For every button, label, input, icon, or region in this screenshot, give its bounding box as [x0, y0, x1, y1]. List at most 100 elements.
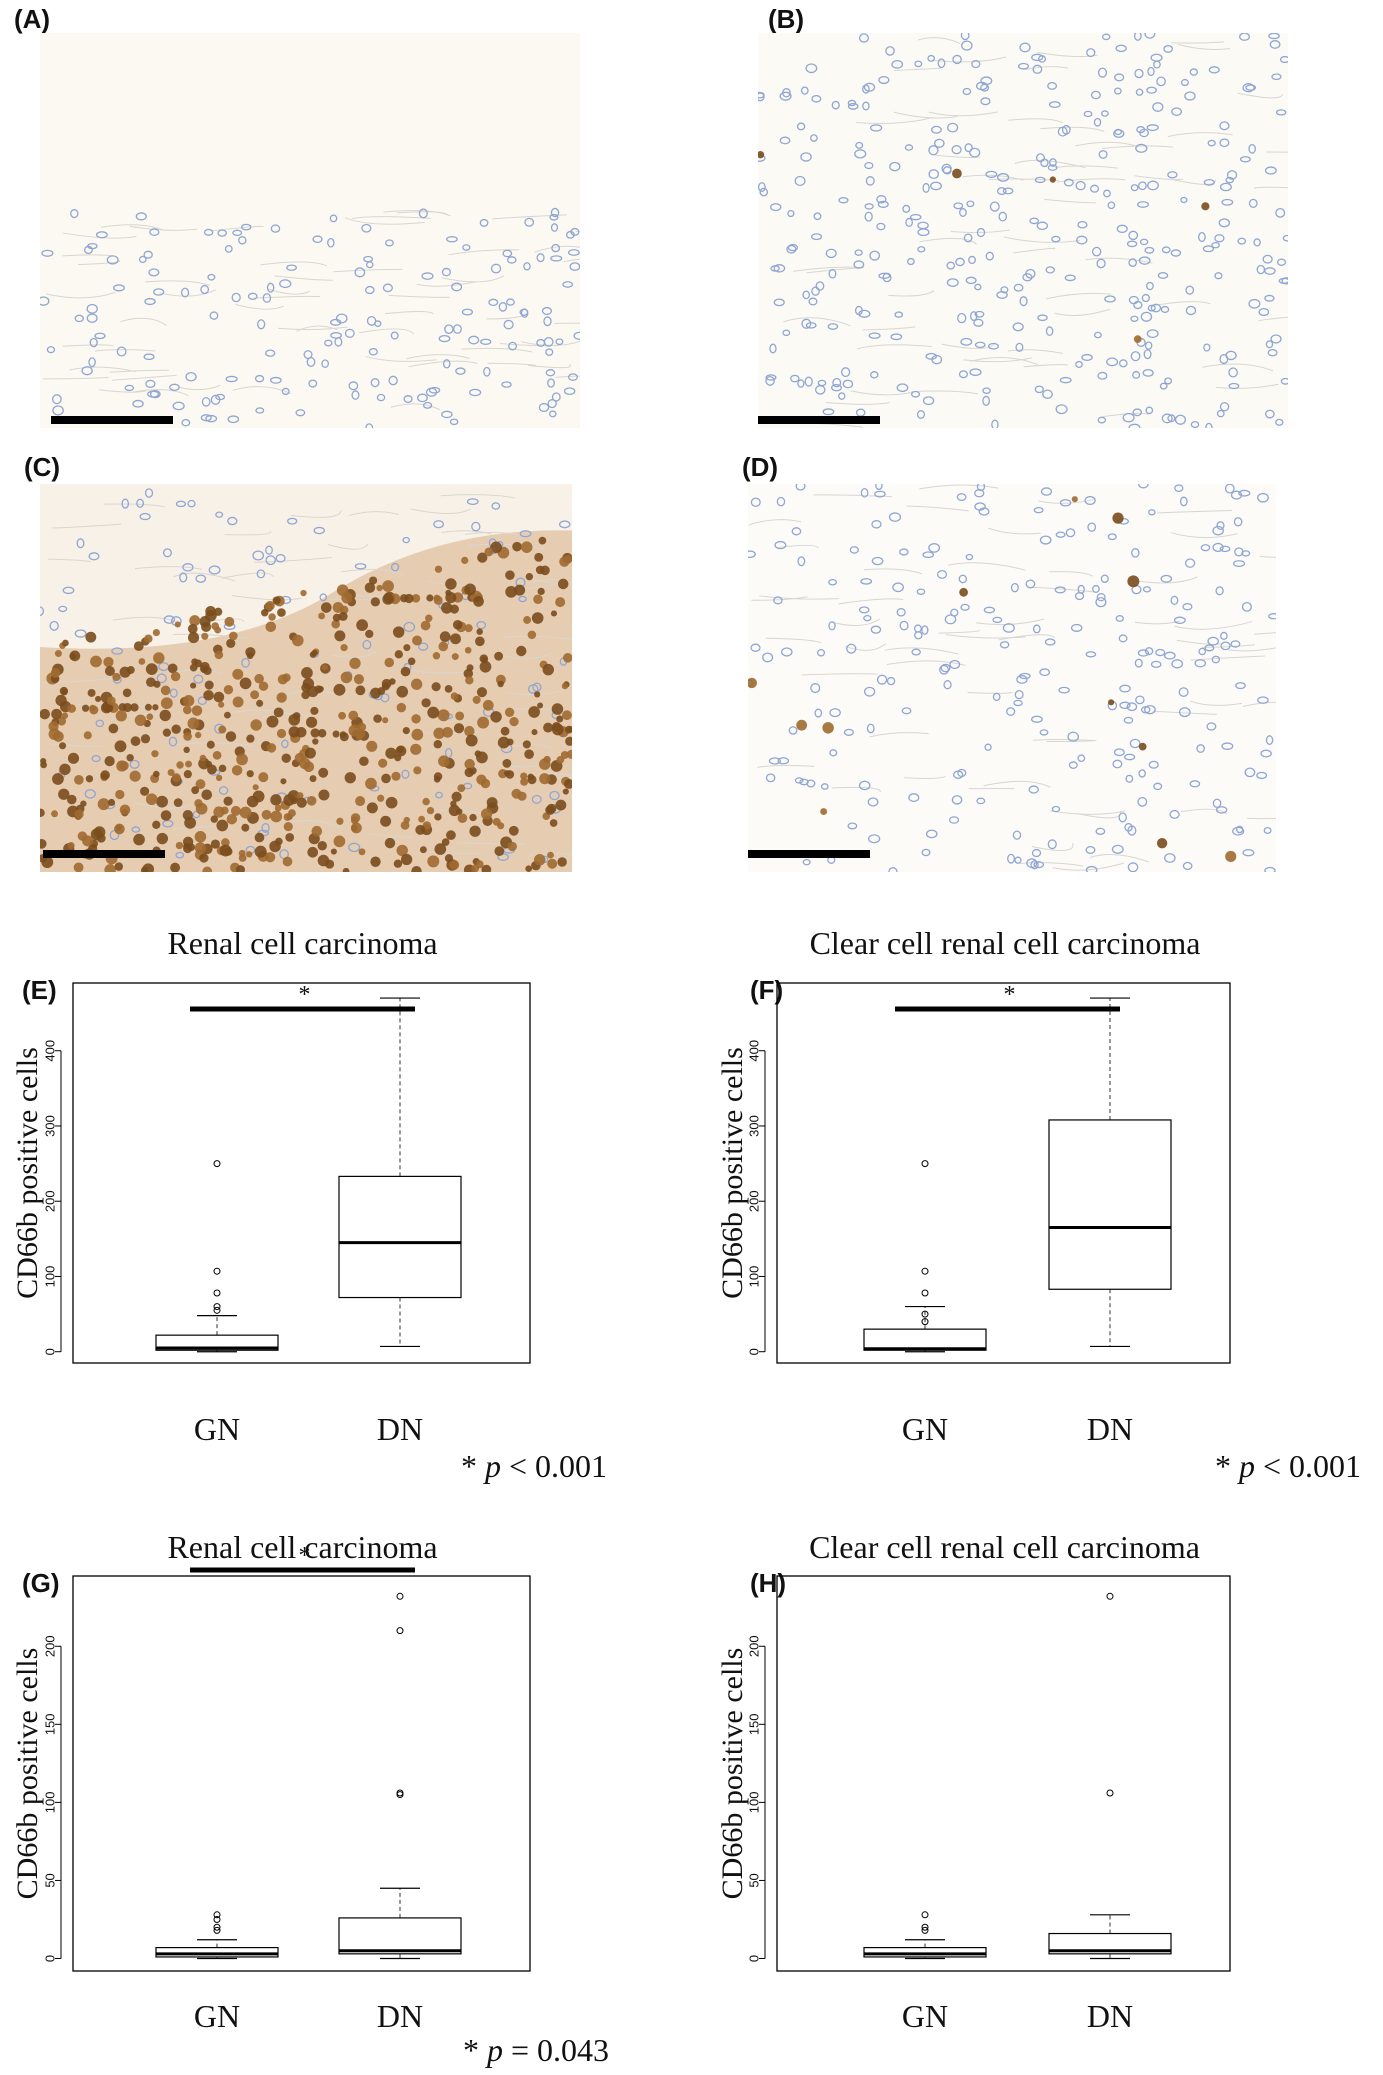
outlier-point — [213, 1303, 221, 1311]
outlier-point — [213, 1915, 221, 1923]
plot-frame — [72, 982, 531, 1364]
box-iqr — [863, 1946, 987, 1958]
x-category-label: DN — [1087, 1998, 1133, 2034]
box-iqr — [155, 1946, 279, 1958]
box-iqr — [338, 1175, 462, 1299]
y-axis-label: CD66b positive cells — [716, 1047, 749, 1299]
box-iqr — [155, 1334, 279, 1351]
outlier-point — [921, 1911, 929, 1919]
box-gn — [155, 1160, 279, 1353]
outlier-point — [921, 1160, 929, 1168]
outlier-point — [396, 1627, 404, 1635]
outlier-point — [213, 1160, 221, 1168]
scale-bar-d — [748, 850, 870, 858]
scale-bar-b — [758, 416, 880, 424]
box-iqr — [1048, 1932, 1172, 1955]
x-category-label: GN — [902, 1411, 948, 1447]
panel-label-d: (D) — [742, 452, 779, 482]
p-value-g: * p = 0.043 — [463, 2032, 610, 2068]
x-category-label: DN — [377, 1998, 423, 2034]
y-tick-label: 0 — [746, 1955, 761, 1962]
box-dn — [1048, 1592, 1172, 1960]
chart-title-g: Renal cell carcinoma — [167, 1529, 438, 1565]
outlier-point — [921, 1318, 929, 1326]
chart-title-h: Clear cell renal cell carcinoma — [809, 1529, 1200, 1565]
y-tick-label: 100 — [42, 1792, 57, 1814]
panel-label-h: (H) — [750, 1568, 787, 1598]
y-tick-label: 400 — [746, 1040, 761, 1062]
scale-bar-a — [51, 416, 173, 424]
box-dn — [338, 997, 462, 1348]
panel-label-f: (F) — [750, 975, 784, 1005]
x-category-label: GN — [902, 1998, 948, 2034]
panel-label-b: (B) — [768, 4, 805, 34]
outlier-point — [213, 1267, 221, 1275]
plot-frame — [776, 1575, 1231, 1972]
outlier-point — [921, 1267, 929, 1275]
outlier-point — [396, 1592, 404, 1600]
y-tick-label: 0 — [42, 1955, 57, 1962]
y-axis-label: CD66b positive cells — [11, 1648, 44, 1900]
y-tick-label: 300 — [42, 1115, 57, 1137]
box-iqr — [863, 1328, 987, 1351]
y-tick-label: 200 — [42, 1635, 57, 1657]
y-tick-label: 0 — [42, 1348, 57, 1355]
significance-star: * — [299, 982, 311, 1008]
chart-title-e: Renal cell carcinoma — [167, 925, 438, 961]
plot-frame — [776, 982, 1231, 1364]
y-axis-label: CD66b positive cells — [11, 1047, 44, 1299]
panel-label-a: (A) — [14, 4, 51, 34]
micrograph-b — [758, 33, 1288, 428]
box-gn — [155, 1911, 279, 1960]
x-category-label: DN — [377, 1411, 423, 1447]
p-value-e: * p < 0.001 — [461, 1448, 608, 1484]
scale-bar-c — [43, 850, 165, 858]
panel-label-c: (C) — [24, 452, 61, 482]
y-tick-label: 150 — [42, 1713, 57, 1735]
outlier-point — [921, 1289, 929, 1297]
box-gn — [863, 1160, 987, 1353]
y-tick-label: 300 — [746, 1115, 761, 1137]
box-iqr — [338, 1917, 462, 1955]
y-tick-label: 0 — [746, 1348, 761, 1355]
outlier-point — [213, 1923, 221, 1931]
panel-label-e: (E) — [22, 975, 57, 1005]
outlier-point — [921, 1926, 929, 1934]
y-tick-label: 50 — [42, 1873, 57, 1887]
chart-title-f: Clear cell renal cell carcinoma — [809, 925, 1201, 961]
outlier-point — [921, 1923, 929, 1931]
outlier-point — [213, 1911, 221, 1919]
y-tick-label: 100 — [746, 1266, 761, 1288]
p-value-f: * p < 0.001 — [1215, 1448, 1362, 1484]
outlier-point — [1106, 1592, 1114, 1600]
outlier-point — [1106, 1789, 1114, 1797]
outlier-point — [921, 1310, 929, 1318]
y-tick-label: 150 — [746, 1713, 761, 1735]
y-axis-label: CD66b positive cells — [716, 1648, 749, 1900]
outlier-point — [213, 1289, 221, 1297]
x-category-label: DN — [1087, 1411, 1133, 1447]
significance-star: * — [299, 1543, 311, 1569]
y-tick-label: 400 — [42, 1040, 57, 1062]
y-tick-label: 100 — [42, 1266, 57, 1288]
y-tick-label: 100 — [746, 1792, 761, 1814]
outlier-point — [213, 1306, 221, 1314]
panel-label-g: (G) — [22, 1568, 60, 1598]
box-gn — [863, 1911, 987, 1960]
plot-frame — [72, 1575, 531, 1972]
significance-star: * — [1004, 982, 1016, 1008]
micrograph-c — [40, 484, 572, 872]
micrograph-d — [748, 484, 1276, 872]
x-category-label: GN — [194, 1411, 240, 1447]
x-category-label: GN — [194, 1998, 240, 2034]
box-dn — [338, 1592, 462, 1960]
y-tick-label: 200 — [746, 1635, 761, 1657]
y-tick-label: 50 — [746, 1873, 761, 1887]
outlier-point — [396, 1789, 404, 1797]
y-tick-label: 200 — [746, 1190, 761, 1212]
outlier-point — [213, 1926, 221, 1934]
